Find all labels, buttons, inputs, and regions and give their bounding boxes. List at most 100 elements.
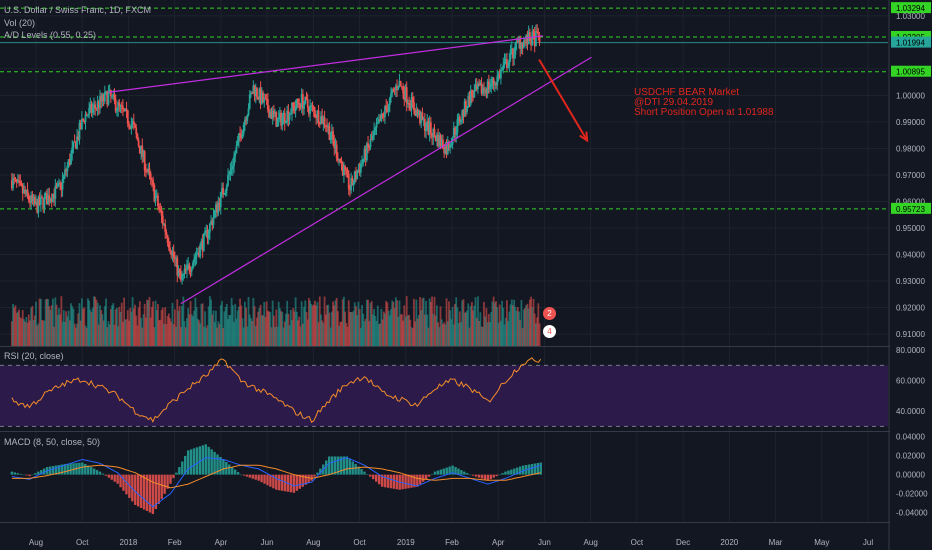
volume-bar <box>416 318 419 346</box>
macd-histogram-bar <box>298 474 301 489</box>
macd-histogram-bar <box>42 468 46 475</box>
volume-bar <box>58 308 60 346</box>
candle-body <box>502 64 505 70</box>
time-tick-label: Mar <box>769 538 783 547</box>
volume-bar <box>394 297 397 346</box>
volume-bar <box>364 318 367 346</box>
event-badge[interactable]: 2 <box>543 307 556 320</box>
volume-bar <box>355 306 357 346</box>
volume-bar <box>398 300 401 346</box>
macd-legend[interactable]: MACD (8, 50, close, 50) <box>4 437 101 447</box>
volume-bar <box>266 310 269 346</box>
volume-bar <box>328 312 331 346</box>
candle-body <box>242 124 245 134</box>
volume-bar <box>120 302 123 346</box>
volume-bar <box>410 327 413 346</box>
candle-body <box>493 84 496 86</box>
ad-levels-legend[interactable]: A/D Levels (0.55, 0.25) <box>4 30 97 40</box>
candle-body <box>265 99 268 101</box>
candle-body <box>213 210 216 217</box>
macd-histogram-bar <box>480 474 484 479</box>
candle-body <box>328 125 331 140</box>
candle-body <box>37 197 40 213</box>
rsi-tick-label: 80.0000 <box>896 346 925 355</box>
volume-legend[interactable]: Vol (20) <box>4 18 36 28</box>
volume-bar <box>530 296 532 346</box>
macd-histogram-bar <box>166 474 169 489</box>
macd-histogram-bar <box>474 474 478 477</box>
macd-histogram-bar <box>457 468 460 475</box>
volume-bar <box>455 297 458 346</box>
candle-body <box>151 179 153 181</box>
candle-body <box>163 224 165 226</box>
volume-bar <box>365 299 368 346</box>
volume-bar <box>242 327 245 346</box>
candle-body <box>165 231 168 236</box>
candle-body <box>252 85 255 94</box>
candle-body <box>490 84 493 87</box>
candle-body <box>65 169 68 172</box>
candle-body <box>79 123 82 130</box>
macd-histogram-bar <box>116 474 119 484</box>
candle-body <box>13 177 16 179</box>
macd-histogram-bar <box>342 456 346 475</box>
macd-histogram-bar <box>231 467 234 475</box>
candle-body <box>298 103 301 105</box>
macd-histogram-bar <box>37 471 40 475</box>
candle-body <box>376 123 379 125</box>
volume-bar <box>119 311 122 346</box>
volume-bar <box>399 314 402 346</box>
volume-bar <box>169 318 171 346</box>
event-badge[interactable]: 4 <box>543 325 556 338</box>
volume-bar <box>466 310 468 346</box>
candle-body <box>38 197 41 205</box>
candle-body <box>239 133 241 135</box>
candle-body <box>100 96 103 102</box>
candle-body <box>47 195 49 205</box>
volume-bar <box>417 315 420 346</box>
volume-bar <box>509 304 512 346</box>
volume-bar <box>37 323 40 346</box>
macd-histogram-bar <box>301 474 304 487</box>
candle-body <box>89 103 92 109</box>
macd-histogram-bar <box>389 474 393 489</box>
macd-histogram-bar <box>319 468 322 475</box>
volume-bar <box>196 318 199 346</box>
event-badge-count: 2 <box>547 309 552 318</box>
volume-bar <box>117 326 120 346</box>
volume-bar <box>212 310 215 346</box>
time-tick-label: Apr <box>492 538 505 547</box>
time-tick-label: Aug <box>306 538 320 547</box>
volume-bar <box>24 321 27 346</box>
bear-arrow <box>538 59 589 143</box>
candle-body <box>438 135 441 147</box>
volume-bar <box>208 296 211 346</box>
volume-bar <box>380 308 383 346</box>
volume-bar <box>35 301 37 346</box>
candle-body <box>90 103 93 113</box>
volume-bar <box>283 321 286 346</box>
candle-body <box>385 106 388 109</box>
candle-body <box>248 94 251 109</box>
volume-bar <box>504 317 507 346</box>
candle-body <box>463 101 466 116</box>
volume-bar <box>485 307 488 346</box>
volume-bar <box>204 311 206 346</box>
candle-body <box>442 139 444 149</box>
macd-histogram-bar <box>280 474 284 491</box>
candle-body <box>386 108 389 112</box>
candle-body <box>434 135 437 141</box>
candle-body <box>464 101 467 112</box>
macd-histogram-bar <box>98 471 102 475</box>
volume-bar <box>20 318 23 346</box>
candle-body <box>161 215 164 225</box>
volume-bar <box>247 296 250 346</box>
volume-bar <box>429 302 432 346</box>
trendline <box>108 35 544 93</box>
candle-body <box>304 96 307 104</box>
macd-histogram-bar <box>477 474 481 478</box>
time-tick-label: Jun <box>538 538 551 547</box>
candle-body <box>410 97 413 110</box>
candle-body <box>359 163 362 173</box>
rsi-legend[interactable]: RSI (20, close) <box>4 351 64 361</box>
